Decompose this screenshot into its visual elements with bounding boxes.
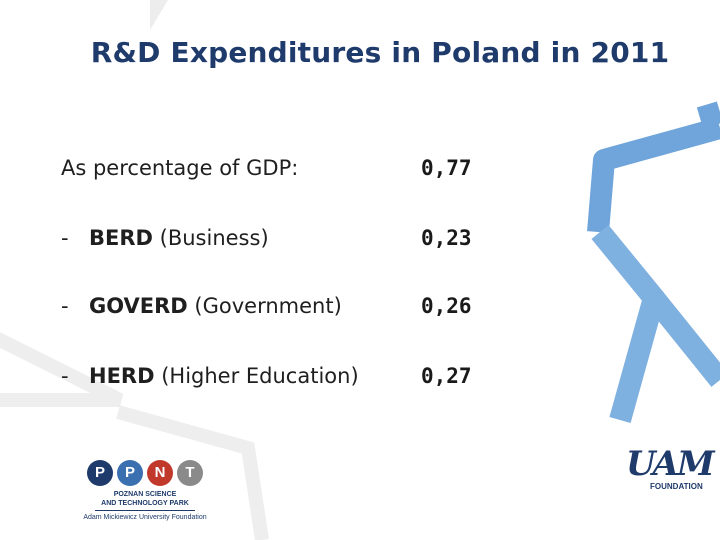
row-value: 0,26 bbox=[421, 294, 472, 318]
row-herd: - HERD (Higher Education) 0,27 bbox=[0, 364, 720, 398]
uam-foundation-logo: UAM FOUNDATION bbox=[626, 446, 716, 496]
row-berd: - BERD (Business) 0,23 bbox=[0, 226, 720, 260]
bullet-dash: - bbox=[61, 294, 69, 318]
row-description: (Business) bbox=[152, 226, 269, 250]
bg-gray-shape bbox=[150, 0, 168, 30]
row-label: As percentage of GDP: bbox=[61, 156, 299, 180]
ppnt-letter: P bbox=[117, 460, 143, 486]
row-label: GOVERD (Government) bbox=[89, 294, 342, 318]
bg-blue-hexagon bbox=[587, 117, 720, 233]
bullet-dash: - bbox=[61, 364, 69, 388]
ppnt-name-line1: POZNAN SCIENCE bbox=[113, 491, 177, 498]
row-value: 0,27 bbox=[421, 364, 472, 388]
bg-gray-shape bbox=[116, 405, 269, 540]
bg-blue-hexagon bbox=[645, 291, 720, 387]
row-label: BERD (Business) bbox=[89, 226, 269, 250]
ppnt-letter: N bbox=[147, 460, 173, 486]
row-acronym: HERD bbox=[89, 364, 155, 388]
ppnt-logo: P P N T POZNAN SCIENCE AND TECHNOLOGY PA… bbox=[80, 460, 210, 535]
row-goverd: - GOVERD (Government) 0,26 bbox=[0, 294, 720, 328]
ppnt-letter: P bbox=[87, 460, 113, 486]
row-gdp: As percentage of GDP: 0,77 bbox=[0, 156, 720, 190]
ppnt-foundation-line: Adam Mickiewicz University Foundation bbox=[83, 514, 207, 521]
slide-title: R&D Expenditures in Poland in 2011 bbox=[90, 36, 670, 69]
row-description: (Higher Education) bbox=[154, 364, 359, 388]
bg-gray-shape bbox=[0, 332, 124, 407]
row-label: HERD (Higher Education) bbox=[89, 364, 359, 388]
ppnt-letter: T bbox=[177, 460, 203, 486]
row-value: 0,77 bbox=[421, 156, 472, 180]
bg-blue-hexagon bbox=[696, 101, 720, 129]
uam-logo-mark: UAM bbox=[626, 444, 715, 484]
row-description: (Government) bbox=[187, 294, 342, 318]
row-value: 0,23 bbox=[421, 226, 472, 250]
ppnt-divider bbox=[95, 510, 195, 511]
bullet-dash: - bbox=[61, 226, 69, 250]
row-acronym: BERD bbox=[89, 226, 153, 250]
row-acronym: GOVERD bbox=[89, 294, 188, 318]
ppnt-letter-circles: P P N T bbox=[80, 460, 210, 490]
uam-logo-subtitle: FOUNDATION bbox=[650, 482, 703, 491]
ppnt-name-line2: AND TECHNOLOGY PARK bbox=[101, 500, 189, 507]
